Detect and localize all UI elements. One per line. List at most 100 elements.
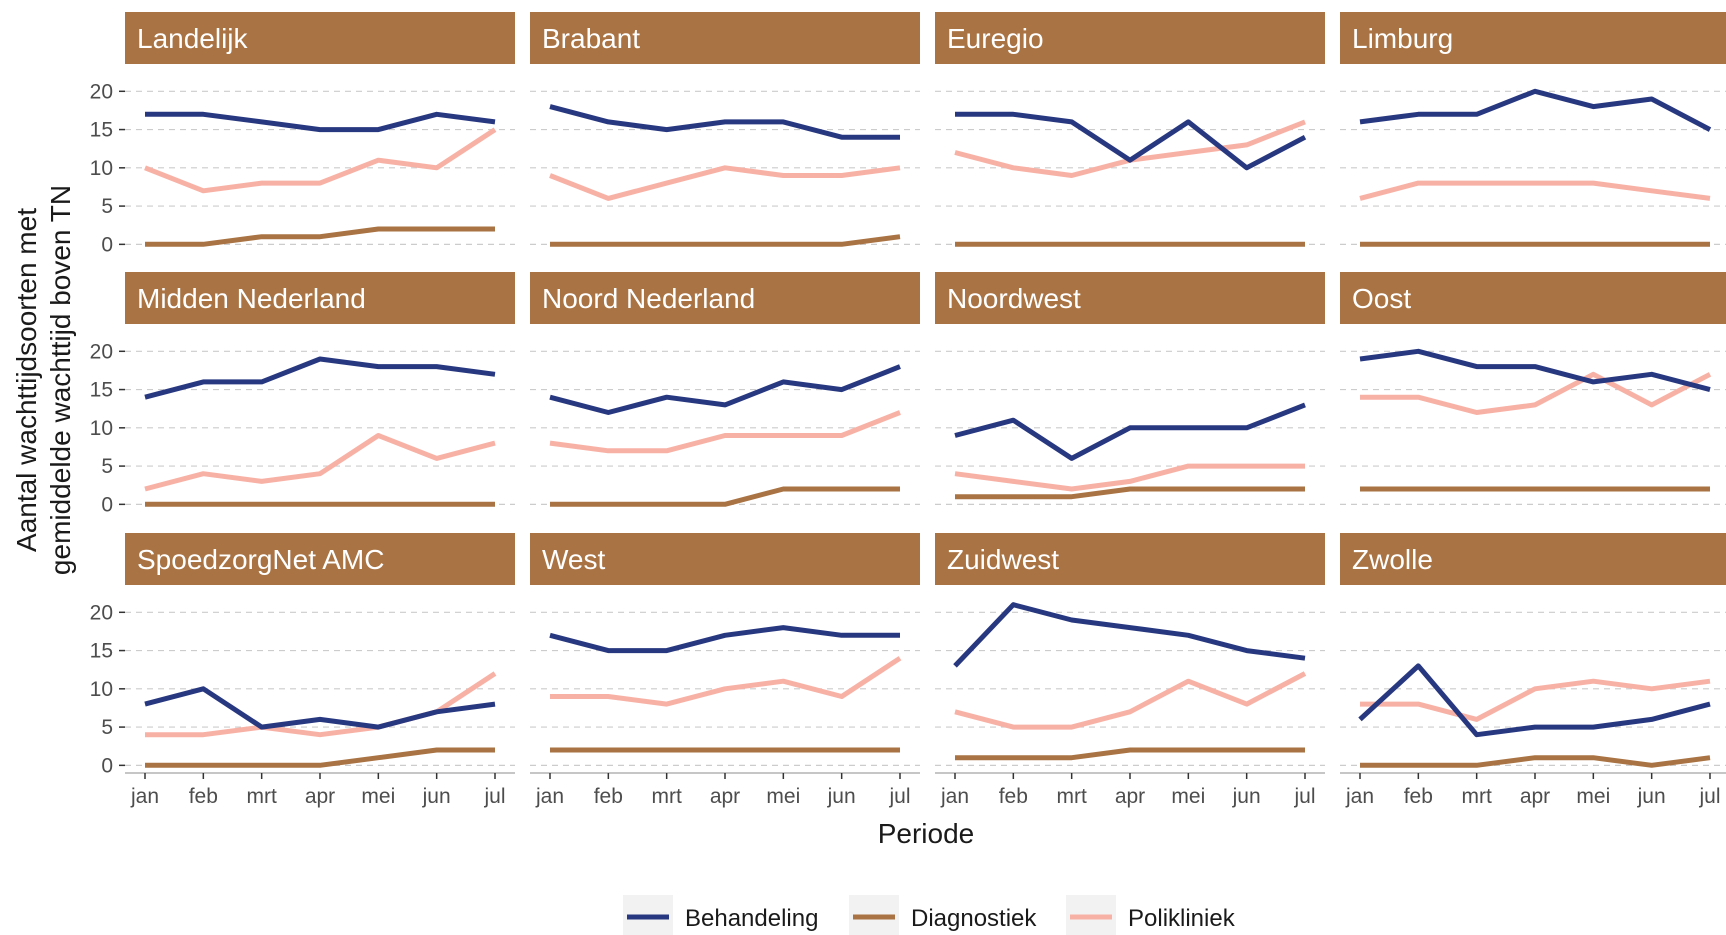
x-tick-label: jul [483,785,505,808]
series-line-polikliniek [144,127,497,194]
x-tick-label: mrt [1462,785,1492,808]
series-line-polikliniek [550,656,902,707]
series-line-polikliniek [1360,678,1711,722]
series-line-behandeling [144,356,496,400]
panel-west: West jan feb mrt apr mei jun jul [530,533,920,808]
panel-title: SpoedzorgNet AMC [137,544,384,575]
panel-landelijk: Landelijk 0 5 10 15 20 [90,12,515,256]
series-line-diagnostiek [550,234,901,247]
y-tick-label: 10 [90,678,113,701]
panel-title: Noord Nederland [542,283,755,314]
panel-title: Euregio [947,23,1044,54]
legend: Behandeling Diagnostiek Polikliniek [623,895,1236,935]
series-line-diagnostiek [145,747,495,768]
series-line-diagnostiek [145,226,495,247]
x-tick-label: jan [1345,785,1374,808]
panel-title: Midden Nederland [137,283,366,314]
panel-title: Noordwest [947,283,1081,314]
series-line-behandeling [954,402,1306,461]
panel-strip [935,12,1325,64]
panel-strip [1340,533,1726,585]
series-line-behandeling [955,111,1307,171]
y-tick-label: 10 [90,417,113,440]
y-axis-title-line-2: gemiddelde wachttijd boven TN [45,185,76,575]
panel-strip [1340,12,1726,64]
x-tick-label: feb [594,785,623,808]
x-tick-label: mrt [652,785,682,808]
panel-brabant: Brabant [530,12,920,247]
y-tick-label: 5 [101,195,113,218]
panel-strip [125,12,515,64]
series-line-diagnostiek [955,486,1305,500]
panel-euregio: Euregio [935,12,1325,247]
legend-label: Diagnostiek [911,905,1037,932]
panel-strip [530,533,920,585]
y-tick-label: 20 [90,80,113,103]
panel-oost: Oost [1340,272,1726,505]
panel-limburg: Limburg [1340,12,1726,247]
x-tick-label: apr [305,785,335,808]
series-line-polikliniek [1360,371,1712,415]
x-tick-label: jun [827,785,856,808]
panel-spoedzorgnet-amc: SpoedzorgNet AMC 0 5 10 15 20 jan feb mrt apr mei j… [90,533,515,808]
series-line-behandeling [145,111,496,133]
panel-noordwest: Noordwest [935,272,1325,505]
x-tick-label: jun [422,785,451,808]
chart-panels: Landelijk 0 5 10 15 20 Brabant Euregio Limburg Mi… [90,12,1726,808]
panel-strip [125,533,515,585]
x-tick-label: jul [1293,785,1315,808]
panel-title: Landelijk [137,23,249,54]
legend-item-polikliniek: Polikliniek [1066,895,1236,935]
x-axis-title: Periode [878,818,975,849]
series-line-polikliniek [145,671,497,738]
series-line-diagnostiek [955,747,1305,761]
panel-strip [935,272,1325,324]
series-line-behandeling [549,364,901,415]
x-tick-label: mei [1171,785,1205,808]
y-tick-label: 5 [101,716,113,739]
x-tick-label: jul [1698,785,1720,808]
panel-title: Zuidwest [947,544,1059,575]
x-tick-label: mrt [1057,785,1087,808]
series-line-diagnostiek [1360,755,1711,768]
x-tick-label: jan [130,785,159,808]
panel-strip [530,272,920,324]
panel-title: West [542,544,605,575]
panel-strip [1340,272,1726,324]
x-tick-label: feb [189,785,218,808]
legend-label: Behandeling [685,905,818,932]
x-tick-label: apr [1115,785,1145,808]
panel-zwolle: Zwolle jan feb mrt apr mei jun jul [1340,533,1726,808]
panel-strip [935,533,1325,585]
panel-midden-nederland: Midden Nederland 0 5 10 15 20 [90,272,515,516]
y-tick-label: 0 [101,233,113,256]
x-tick-label: mei [1576,785,1610,808]
y-tick-label: 15 [90,379,113,402]
legend-label: Polikliniek [1128,905,1236,932]
panel-strip [530,12,920,64]
y-tick-label: 0 [101,493,113,516]
series-line-behandeling [1359,348,1711,393]
x-tick-label: jan [940,785,969,808]
y-tick-label: 15 [90,640,113,663]
x-tick-label: apr [1520,785,1550,808]
x-tick-label: jun [1232,785,1261,808]
x-tick-label: jun [1637,785,1666,808]
panel-zuidwest: Zuidwest jan feb mrt apr mei jun jul [935,533,1325,808]
panel-strip [125,272,515,324]
series-line-behandeling [953,602,1306,668]
panel-title: Limburg [1352,23,1453,54]
series-line-behandeling [1359,88,1712,132]
y-tick-label: 15 [90,119,113,142]
y-tick-label: 5 [101,455,113,478]
panel-noord-nederland: Noord Nederland [530,272,920,507]
y-tick-label: 20 [90,601,113,624]
y-tick-label: 20 [90,340,113,363]
series-line-diagnostiek [550,486,900,507]
x-tick-label: feb [1404,785,1433,808]
series-line-behandeling [549,104,900,140]
series-line-polikliniek [144,433,496,492]
panel-title: Zwolle [1352,544,1433,575]
panel-title: Oost [1352,283,1411,314]
